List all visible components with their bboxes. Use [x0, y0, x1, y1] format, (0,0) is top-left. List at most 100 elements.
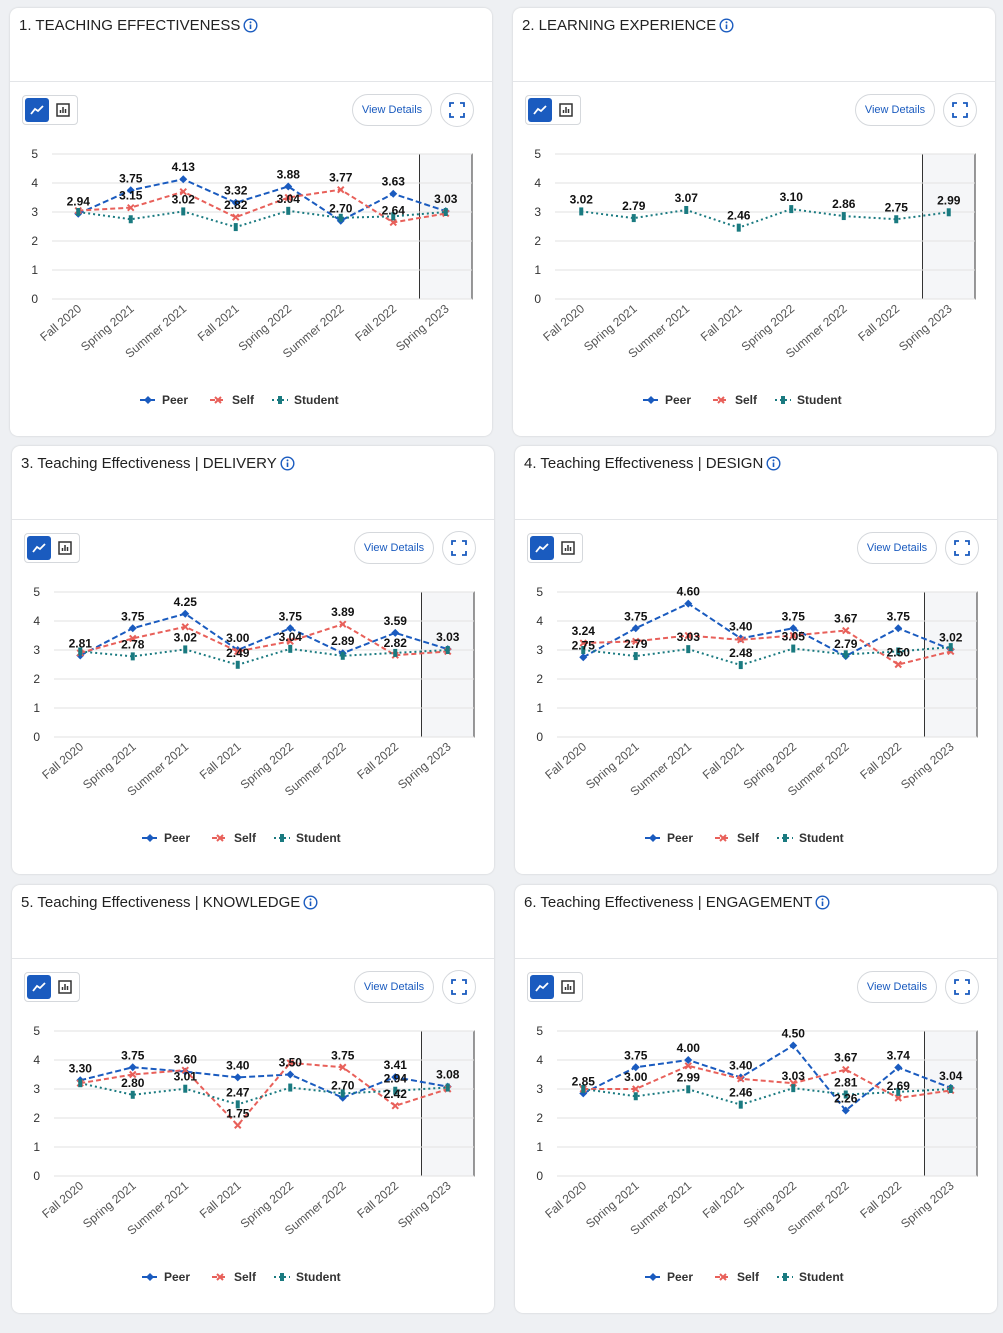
legend-item[interactable]: Peer	[142, 831, 190, 845]
line-chart-button[interactable]	[530, 975, 554, 999]
line-chart-button[interactable]	[528, 98, 552, 122]
line-chart-button[interactable]	[530, 536, 554, 560]
x-tick-label: Fall 2022	[857, 739, 904, 782]
data-label: 3.32	[224, 184, 248, 198]
legend-item[interactable]: Student	[274, 1270, 341, 1284]
legend-item[interactable]: Self	[212, 1270, 257, 1284]
series-line	[582, 1044, 952, 1112]
data-label: 4.50	[782, 1027, 806, 1041]
fullscreen-button[interactable]	[945, 970, 979, 1004]
data-label: 2.75	[885, 200, 909, 214]
legend-label: Student	[799, 1270, 844, 1284]
line-chart-button[interactable]	[25, 98, 49, 122]
y-tick-label: 3	[536, 643, 543, 657]
highlight-region	[924, 591, 978, 738]
series-line	[582, 602, 952, 659]
data-point	[842, 626, 850, 635]
data-point	[632, 1085, 640, 1093]
y-tick-label: 2	[536, 672, 543, 686]
view-details-button[interactable]: View Details	[354, 971, 434, 1003]
data-point	[391, 628, 400, 637]
view-details-button[interactable]: View Details	[352, 94, 432, 126]
x-tick-label: Fall 2021	[700, 1178, 747, 1221]
legend-item[interactable]: Student	[777, 1270, 844, 1284]
bar-chart-button[interactable]	[555, 98, 579, 122]
line-chart-button[interactable]	[27, 975, 51, 999]
chart-type-toggle	[24, 972, 80, 1002]
data-point	[232, 213, 240, 221]
bar-chart-button[interactable]	[557, 975, 581, 999]
view-details-button[interactable]: View Details	[354, 532, 434, 564]
chart-panel: 6. Teaching Effectiveness | ENGAGEMENT Vi…	[515, 885, 997, 1313]
data-point	[339, 1063, 347, 1071]
x-tick-label: Fall 2022	[855, 301, 902, 344]
panel-title-text: 3. Teaching Effectiveness | DELIVERY	[21, 455, 277, 472]
data-point	[78, 1079, 83, 1088]
x-tick-label: Fall 2020	[542, 739, 589, 782]
legend-item[interactable]: Student	[272, 393, 339, 407]
chart-type-toggle	[527, 972, 583, 1002]
legend-item[interactable]: Self	[715, 1270, 760, 1284]
legend-label: Self	[234, 1270, 257, 1284]
data-label: 4.13	[172, 160, 196, 174]
legend-marker	[144, 396, 152, 404]
legend-item[interactable]: Self	[212, 831, 257, 845]
fullscreen-button[interactable]	[945, 531, 979, 565]
data-point	[789, 1041, 798, 1050]
fullscreen-button[interactable]	[442, 970, 476, 1004]
legend-marker	[214, 396, 222, 404]
fullscreen-button[interactable]	[442, 531, 476, 565]
data-label: 3.75	[887, 609, 911, 623]
data-label: 3.10	[780, 190, 804, 204]
data-label: 2.99	[937, 193, 961, 207]
legend-item[interactable]: Student	[274, 831, 341, 845]
bar-chart-button[interactable]	[557, 536, 581, 560]
data-label: 3.75	[624, 1048, 648, 1062]
data-label: 2.81	[834, 1076, 858, 1090]
data-label: 3.40	[729, 1058, 753, 1072]
y-tick-label: 3	[31, 205, 38, 219]
legend-item[interactable]: Peer	[142, 1270, 190, 1284]
view-details-button[interactable]: View Details	[857, 532, 937, 564]
data-label: 3.67	[834, 1051, 858, 1065]
fullscreen-button[interactable]	[943, 93, 977, 127]
legend-item[interactable]: Student	[777, 831, 844, 845]
line-chart-icon	[535, 543, 549, 553]
data-label: 3.00	[226, 631, 250, 645]
bar-chart-button[interactable]	[54, 975, 78, 999]
view-details-button[interactable]: View Details	[855, 94, 935, 126]
data-point	[284, 193, 292, 202]
legend-item[interactable]: Self	[713, 393, 758, 407]
x-tick-label: Fall 2021	[197, 739, 244, 782]
legend-item[interactable]: Self	[210, 393, 255, 407]
y-tick-label: 1	[536, 1140, 543, 1154]
legend-item[interactable]: Self	[715, 831, 760, 845]
data-point	[843, 1090, 848, 1099]
line-chart-button[interactable]	[27, 536, 51, 560]
data-point	[78, 647, 83, 656]
fullscreen-button[interactable]	[440, 93, 474, 127]
legend-item[interactable]: Peer	[645, 1270, 693, 1284]
view-details-button[interactable]: View Details	[857, 971, 937, 1003]
x-tick-label: Fall 2020	[39, 1178, 86, 1221]
data-point	[581, 1085, 586, 1093]
info-icon	[815, 895, 830, 910]
data-point	[286, 1070, 295, 1079]
legend-item[interactable]: Peer	[140, 393, 188, 407]
data-point	[948, 643, 953, 652]
legend-label: Student	[797, 393, 842, 407]
bar-chart-button[interactable]	[52, 98, 76, 122]
legend-item[interactable]: Peer	[645, 831, 693, 845]
chart-panel: 1. TEACHING EFFECTIVENESS View Details 0 1 2…	[10, 8, 492, 436]
legend-item[interactable]: Student	[775, 393, 842, 407]
bar-chart-button[interactable]	[54, 536, 78, 560]
legend-item[interactable]: Peer	[643, 393, 691, 407]
data-point	[686, 645, 691, 654]
data-label: 3.02	[570, 192, 594, 206]
x-tick-label: Spring 2023	[395, 739, 454, 792]
data-point	[738, 1100, 743, 1109]
data-label: 2.94	[384, 1072, 408, 1086]
data-label: 3.59	[384, 614, 408, 628]
